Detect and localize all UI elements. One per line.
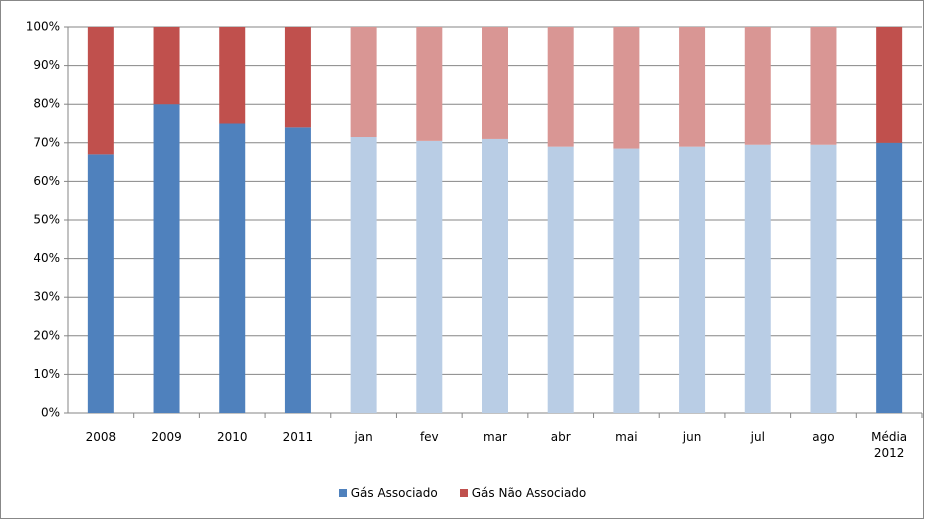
bar-segment: [153, 27, 180, 105]
bar-segment: [613, 148, 640, 413]
y-tick-label: 20%: [33, 328, 60, 342]
legend-item: Gás Não Associado: [459, 486, 587, 500]
x-tick-label: abr: [550, 430, 571, 444]
bar-segment: [679, 27, 706, 147]
bar-segment: [350, 27, 377, 138]
bar-segment: [482, 138, 508, 413]
bar-segment: [679, 146, 706, 413]
bar-segment: [350, 137, 377, 413]
bar-segment: [744, 27, 771, 145]
bar-segment: [87, 27, 114, 155]
y-tick-label: 0%: [41, 406, 60, 420]
bar-segment: [219, 123, 246, 413]
x-tick-label: fev: [419, 430, 439, 444]
x-tick-label: 2009: [151, 430, 182, 444]
y-tick-label: 70%: [33, 135, 60, 149]
x-tick-label: Média 2012: [871, 430, 908, 460]
y-tick-label: 40%: [33, 251, 60, 265]
bar-segment: [87, 154, 114, 413]
x-tick-label: 2010: [216, 430, 248, 444]
y-tick-label: 100%: [26, 20, 60, 34]
legend-label: Gás Não Associado: [471, 486, 587, 500]
bar-segment: [810, 144, 837, 414]
y-tick-label: 50%: [33, 213, 60, 227]
x-tick-label: jul: [750, 430, 765, 444]
bar-segment: [153, 104, 180, 413]
y-tick-label: 60%: [33, 174, 60, 188]
bar-segment: [219, 27, 246, 124]
x-tick-label: 2008: [85, 430, 117, 444]
bar-segment: [547, 146, 574, 413]
bar-segment: [482, 27, 508, 139]
x-tick-label: jun: [682, 430, 702, 444]
x-tick-label: jan: [354, 430, 373, 444]
legend-swatch: [459, 489, 468, 497]
bar-segment: [284, 127, 311, 414]
bar-segment: [284, 27, 311, 128]
bar-segment: [547, 27, 574, 147]
legend-swatch: [338, 489, 347, 497]
bar-segment: [613, 27, 640, 149]
legend: Gás Associado Gás Não Associado: [0, 486, 925, 500]
x-tick-label: mai: [615, 430, 638, 444]
bar-segment: [876, 142, 903, 414]
x-tick-label: ago: [812, 430, 835, 444]
y-tick-label: 80%: [33, 97, 60, 111]
bar-segment: [876, 27, 903, 143]
bar-segment: [810, 27, 837, 145]
legend-label: Gás Associado: [350, 486, 438, 500]
bar-segment: [416, 140, 443, 413]
bar-segment: [416, 27, 443, 141]
legend-item: Gás Associado: [338, 486, 438, 500]
y-tick-label: 90%: [33, 58, 60, 72]
y-tick-label: 30%: [33, 290, 60, 304]
bar-segment: [744, 144, 771, 414]
x-tick-label: 2011: [282, 430, 314, 444]
y-tick-label: 10%: [33, 367, 60, 381]
x-tick-label: mar: [483, 430, 507, 444]
